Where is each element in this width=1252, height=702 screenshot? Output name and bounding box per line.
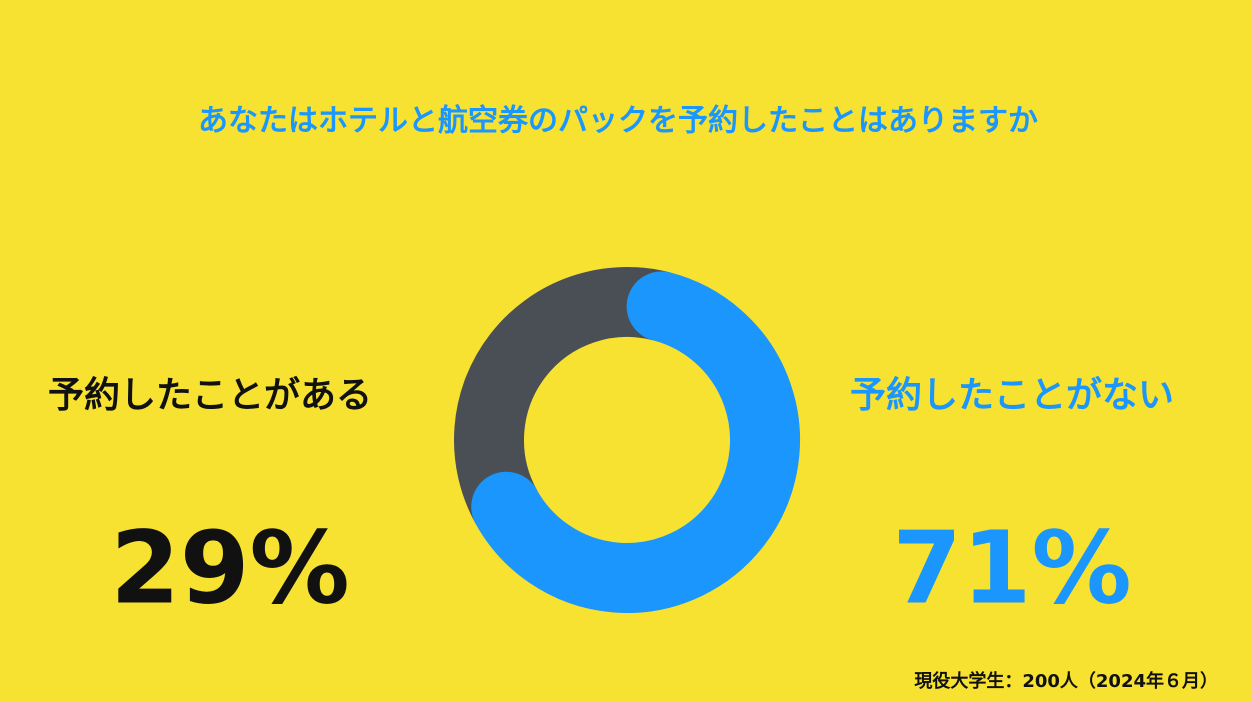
donut-segment xyxy=(471,271,800,613)
chart-title: あなたはホテルと航空券のパックを予約したことはありますか xyxy=(198,104,1038,139)
donut-segment xyxy=(454,267,671,524)
donut xyxy=(454,267,800,613)
value-label: 29% xyxy=(110,509,349,626)
category-label: 予約したことがある xyxy=(48,375,372,416)
category-label: 予約したことがない xyxy=(850,375,1174,416)
value-label: 71% xyxy=(892,509,1131,626)
source-note: 現役大学生：200人（2024年６月） xyxy=(914,670,1218,692)
